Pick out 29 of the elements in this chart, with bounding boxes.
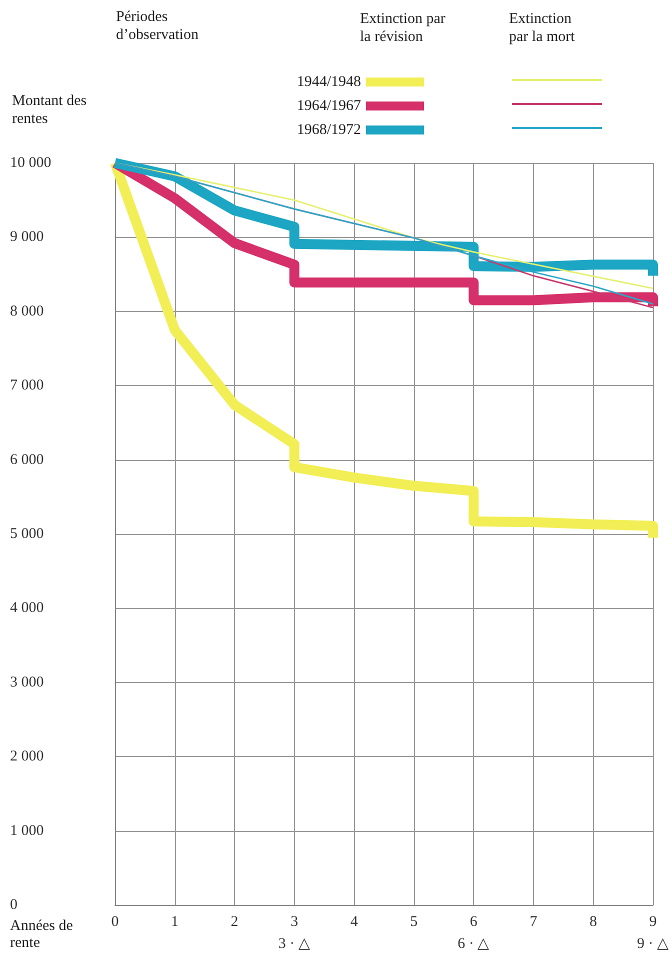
y-tick-label: 7 000 (10, 378, 44, 394)
x-tick-label: 9 9 · △ (637, 914, 669, 952)
y-tick-label: 10 000 (10, 155, 52, 171)
x-tick-label: 0 (111, 914, 119, 930)
x-tick-label: 7 (530, 914, 538, 930)
legend-title: Périodes d’observation (116, 8, 200, 44)
y-tick-label: 6 000 (10, 452, 44, 468)
legend-label: 1968/1972 (296, 122, 361, 138)
y-tick-label: 4 000 (10, 600, 44, 616)
x-tick-label: 5 (410, 914, 418, 930)
x-tick-label: 3 3 · △ (278, 914, 310, 952)
legend-label: 1944/1948 (296, 74, 361, 90)
y-tick-label: 3 000 (10, 674, 44, 690)
y-tick-label: 1 000 (10, 822, 44, 839)
x-tick-label: 6 6 · △ (458, 914, 490, 952)
legend-label: 1964/1967 (296, 98, 362, 114)
y-tick-label: 8 000 (10, 303, 44, 320)
x-axis-title: Années de rente (10, 918, 74, 952)
x-tick-label: 8 (589, 914, 597, 930)
y-axis-title: Montant des rentes (12, 92, 88, 128)
y-tick-label: 9 000 (10, 229, 44, 246)
y-tick-label: 2 000 (10, 748, 44, 765)
x-tick-label: 4 (350, 914, 358, 930)
y-tick-label: 5 000 (10, 526, 44, 542)
x-tick-label: 1 (171, 914, 179, 930)
text: Extinction par la mort (509, 10, 576, 46)
text: Extinction par la révision (360, 10, 446, 46)
x-tick-label: 2 (230, 914, 238, 930)
y-tick-label: 0 (10, 897, 18, 913)
